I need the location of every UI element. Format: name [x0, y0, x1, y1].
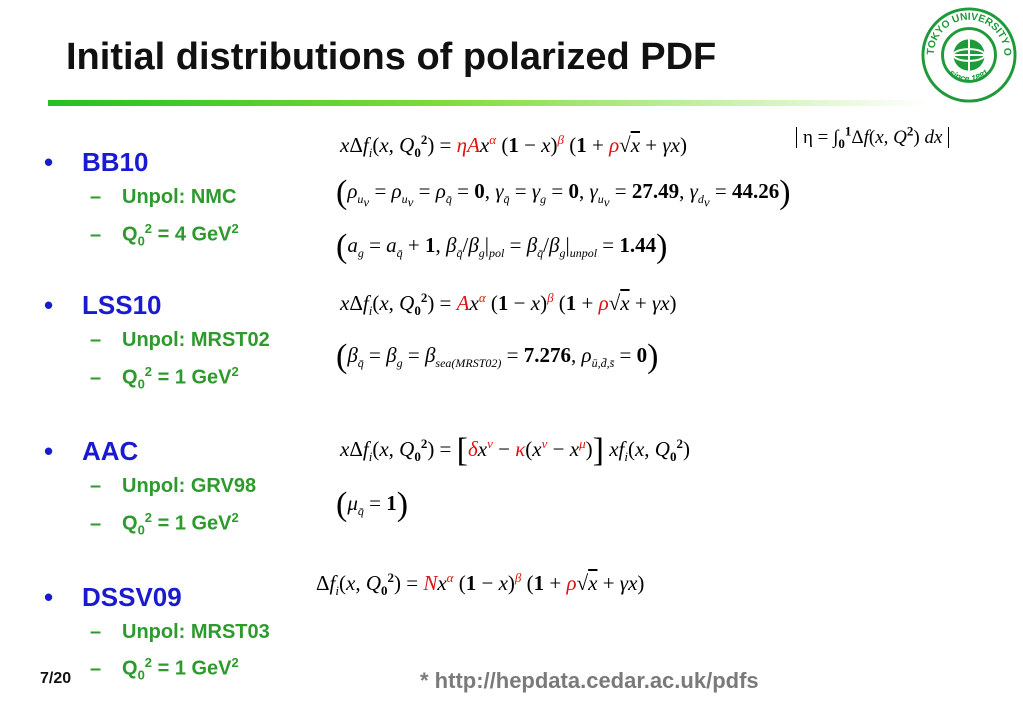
q-unit-sup: 2: [231, 364, 239, 379]
source-link[interactable]: * http://hepdata.cedar.ac.uk/pdfs: [420, 668, 759, 693]
university-seal-icon: TOKYO UNIVERSITY OF SCIENCE since 1881: [920, 6, 1017, 103]
bullet-dot: •: [44, 436, 54, 466]
section-title: DSSV09: [82, 582, 182, 612]
q-sup: 2: [144, 364, 153, 379]
page-number: 7/20: [40, 670, 72, 687]
aac-unpol: – Unpol: GRV98: [90, 475, 257, 497]
q-label: Q: [122, 657, 138, 680]
q-unit-sup: 2: [231, 655, 239, 670]
equation-lss10-params: (βq̄ = βg = βsea(MRST02) = 7.276, ρū,d̄,…: [336, 338, 659, 375]
q-sub: 0: [137, 667, 145, 683]
section-title: LSS10: [82, 290, 162, 320]
q-value: = 4 GeV: [152, 223, 232, 246]
q-unit-sup: 2: [231, 221, 239, 236]
equation-aac-main: xΔfi(x, Q02) = [δxν − κ(xν − xμ)] xfi(x,…: [340, 432, 690, 469]
q-sub: 0: [137, 522, 145, 538]
unpol-text: Unpol: NMC: [122, 186, 237, 208]
unpol-text: Unpol: MRST02: [122, 329, 270, 351]
lss10-q0: – Q02 = 1 GeV2: [90, 364, 239, 392]
equation-aac-params: (μq̄ = 1): [336, 486, 409, 523]
aac-q0: – Q02 = 1 GeV2: [90, 510, 239, 538]
section-title: AAC: [82, 436, 139, 466]
title-underline: [48, 100, 928, 106]
q-label: Q: [122, 366, 138, 389]
bullet-dot: •: [44, 582, 54, 612]
q-sub: 0: [137, 376, 145, 392]
q-sup: 2: [144, 655, 153, 670]
equation-bb10-params1: (ρuv = ρuv = ρq̄ = 0, γq̄ = γg = 0, γuv …: [336, 174, 791, 211]
bullet-dot: •: [44, 290, 54, 320]
bb10-unpol: – Unpol: NMC: [90, 186, 237, 208]
unpol-text: Unpol: GRV98: [122, 475, 257, 497]
equation-bb10-main: xΔfi(x, Q02) = ηAxα (1 − x)β (1 + ρ√x + …: [340, 132, 687, 161]
lss10-unpol: – Unpol: MRST02: [90, 329, 270, 351]
q-value: = 1 GeV: [152, 512, 232, 535]
q-sub: 0: [137, 233, 145, 249]
equation-lss10-main: xΔfi(x, Q02) = Axα (1 − x)β (1 + ρ√x + γ…: [340, 290, 677, 319]
q-sup: 2: [144, 221, 153, 236]
q-label: Q: [122, 223, 138, 246]
gamma-dv-value: 44.26: [732, 179, 780, 203]
beta-ratio-value: 1.44: [619, 233, 657, 257]
bb10-q0: – Q02 = 4 GeV2: [90, 221, 239, 249]
equation-bb10-eta: η = ∫01Δf(x, Q2) dx: [796, 124, 950, 152]
unpol-text: Unpol: MRST03: [122, 621, 270, 643]
dssv09-unpol: – Unpol: MRST03: [90, 621, 270, 643]
equation-bb10-params2: (ag = aq̄ + 1, βq̄/βg|pol = βq̄/βg|unpol…: [336, 228, 668, 265]
svg-text:since 1881: since 1881: [947, 67, 990, 83]
slide-title: Initial distributions of polarized PDF: [66, 36, 717, 78]
seal-year: since 1881: [947, 67, 990, 83]
q-value: = 1 GeV: [152, 366, 232, 389]
gamma-uv-value: 27.49: [631, 179, 680, 203]
bullet-dot: •: [44, 147, 54, 177]
q-label: Q: [122, 512, 138, 535]
q-value: = 1 GeV: [152, 657, 232, 680]
equation-dssv09-main: Δfi(x, Q02) = Nxα (1 − x)β (1 + ρ√x + γx…: [316, 570, 645, 599]
beta-sea-value: 7.276: [523, 343, 572, 367]
section-title: BB10: [82, 147, 149, 177]
q-sup: 2: [144, 510, 153, 525]
dssv09-q0: – Q02 = 1 GeV2: [90, 655, 239, 683]
q-unit-sup: 2: [231, 510, 239, 525]
